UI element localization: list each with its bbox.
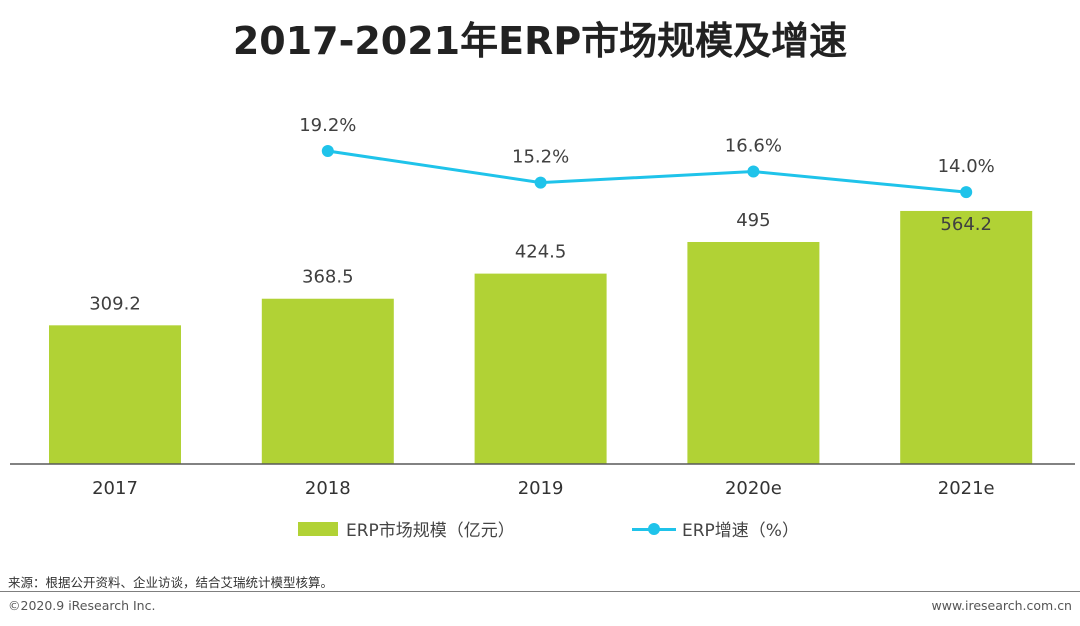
growth-point-2019	[534, 176, 547, 189]
bar-value-label-2021e: 564.2	[940, 214, 992, 235]
x-tick-label-2020e: 2020e	[725, 478, 782, 499]
bar-2019	[474, 273, 607, 464]
bar-2018	[261, 298, 394, 464]
bar-value-label-2018: 368.5	[302, 267, 354, 288]
bar-value-label-2017: 309.2	[89, 293, 141, 314]
growth-label-2018: 19.2%	[299, 115, 356, 136]
growth-point-2020e	[747, 165, 760, 178]
legend-label-market-size: ERP市场规模（亿元）	[346, 521, 515, 541]
x-tick-label-2017: 2017	[92, 478, 138, 499]
bar-2017	[49, 325, 181, 464]
x-tick-label-2019: 2019	[518, 478, 564, 499]
bar-value-label-2020e: 495	[736, 210, 770, 231]
footer-divider	[0, 591, 1080, 592]
copyright-text: ©2020.9 iResearch Inc.	[8, 598, 156, 613]
legend-line-swatch	[632, 522, 676, 536]
growth-label-2021e: 14.0%	[938, 156, 995, 177]
growth-point-2018	[321, 145, 334, 157]
bar-value-label-2019: 424.5	[515, 242, 567, 263]
growth-label-2019: 15.2%	[512, 147, 569, 168]
bar-2020e	[687, 241, 820, 464]
growth-line	[327, 149, 967, 194]
growth-point-2021e	[960, 186, 973, 199]
x-tick-label-2018: 2018	[305, 478, 351, 499]
legend-item-growth: ERP增速（%）	[632, 516, 799, 541]
website-text: www.iresearch.com.cn	[931, 598, 1073, 613]
chart-legend: ERP市场规模（亿元） ERP增速（%）	[0, 516, 1080, 541]
chart-title: 2017-2021年ERP市场规模及增速	[232, 19, 848, 63]
legend-bar-swatch	[298, 521, 338, 536]
source-note: 来源：根据公开资料、企业访谈，结合艾瑞统计模型核算。	[8, 575, 334, 590]
legend-label-growth: ERP增速（%）	[682, 521, 799, 541]
legend-item-market-size: ERP市场规模（亿元）	[298, 516, 515, 541]
bar-2021e	[900, 210, 1033, 464]
growth-label-2020e: 16.6%	[725, 136, 782, 157]
x-tick-label-2021e: 2021e	[938, 478, 995, 499]
